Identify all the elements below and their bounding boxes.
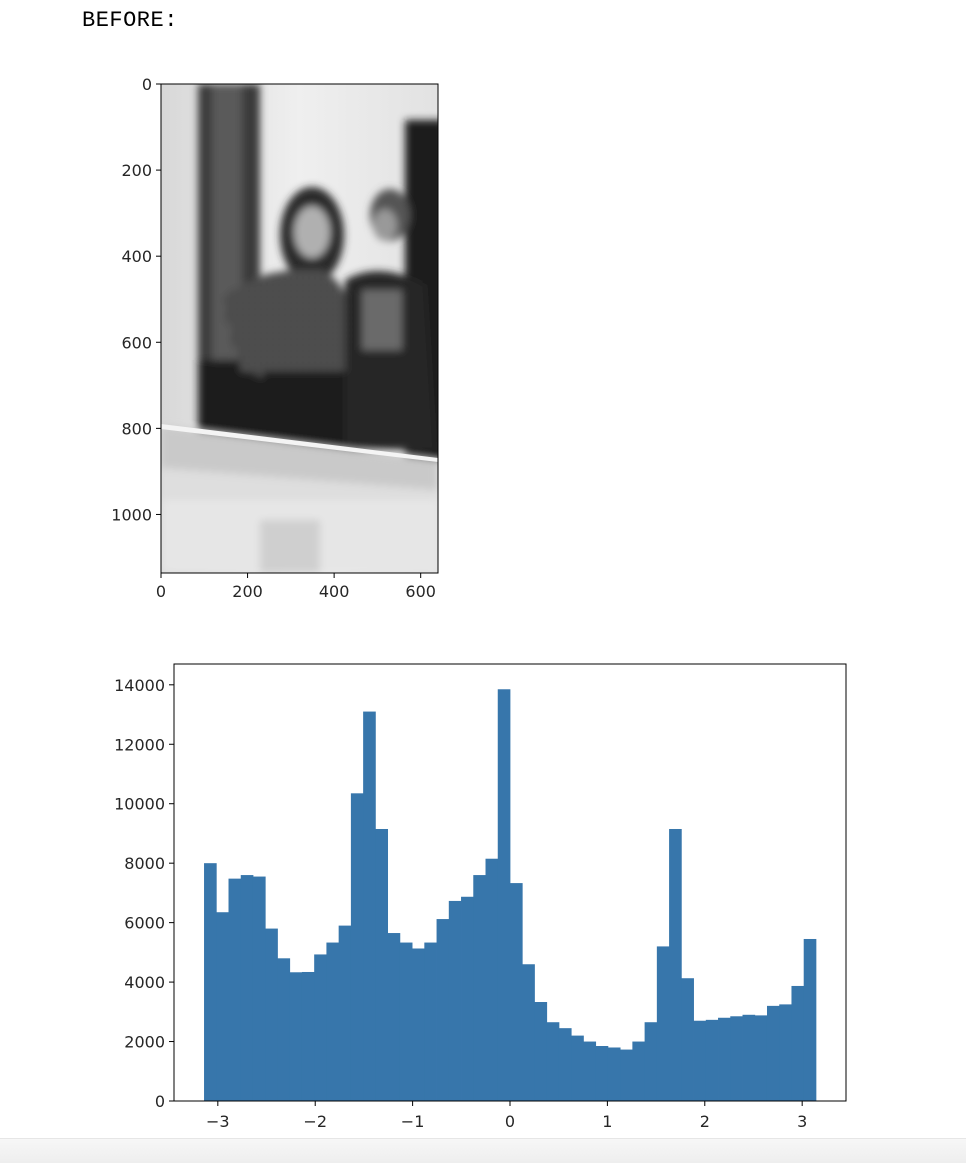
histogram-bar	[277, 958, 291, 1101]
histogram-bar	[387, 933, 401, 1101]
hist-x-tick-label: 2	[700, 1112, 710, 1131]
histogram-bar	[522, 964, 535, 1101]
hist-x-tick-label: −2	[303, 1112, 327, 1131]
histogram-bar	[730, 1016, 743, 1101]
histogram-bar	[424, 942, 437, 1101]
histogram-bar	[705, 1019, 719, 1101]
histogram-bar	[350, 793, 364, 1101]
histogram-bar	[693, 1020, 707, 1101]
histogram-bar	[754, 1015, 768, 1101]
hist-y-tick-label: 10000	[114, 795, 165, 814]
image-x-tick-label: 200	[232, 582, 263, 601]
histogram-bars	[204, 689, 817, 1101]
histogram-bar	[656, 946, 670, 1101]
histogram-bar	[803, 938, 817, 1101]
image-y-tick-label: 600	[121, 333, 152, 352]
image-y-tick-label: 200	[121, 161, 152, 180]
histogram-bar	[326, 942, 340, 1101]
hist-y-tick-label: 0	[155, 1092, 165, 1111]
histogram-bar	[363, 711, 376, 1101]
histogram-bar	[583, 1041, 597, 1101]
page-heading: BEFORE:	[82, 8, 178, 33]
histogram-bar	[669, 828, 682, 1101]
hist-y-tick-label: 2000	[124, 1033, 165, 1052]
histogram-bar	[718, 1017, 731, 1101]
histogram-bar	[204, 863, 217, 1101]
histogram-bar	[399, 942, 413, 1101]
image-y-tick-label: 0	[142, 75, 152, 94]
hist-y-tick-label: 8000	[124, 854, 165, 873]
hist-x-tick-label: 0	[505, 1112, 515, 1131]
histogram-bar	[620, 1049, 633, 1101]
histogram-bar	[216, 912, 229, 1101]
histogram-bar	[644, 1022, 658, 1101]
hist-y-tick-label: 4000	[124, 973, 165, 992]
histogram-bar	[779, 1004, 792, 1101]
histogram-bar	[595, 1046, 609, 1101]
hist-x-tick-label: −3	[206, 1112, 230, 1131]
histogram-bar	[252, 876, 266, 1101]
histogram-bar	[571, 1035, 584, 1101]
histogram-bar	[240, 875, 254, 1101]
histogram-bar	[436, 919, 450, 1101]
histogram-bar	[791, 985, 805, 1101]
histogram-bar	[497, 689, 511, 1101]
histogram-bar	[338, 925, 352, 1101]
hist-y-tick-label: 6000	[124, 914, 165, 933]
hist-y-tick-label: 12000	[114, 735, 165, 754]
histogram-bar	[301, 971, 315, 1101]
histogram-bar	[375, 828, 389, 1101]
image-y-tick-label: 800	[121, 419, 152, 438]
histogram-bar	[681, 978, 694, 1101]
hist-x-tick-label: −1	[401, 1112, 425, 1131]
histogram-bar	[265, 928, 278, 1101]
histogram-bar	[607, 1047, 621, 1101]
histogram-bar	[473, 875, 486, 1101]
photo-image	[161, 84, 438, 573]
histogram-bar	[534, 1002, 548, 1101]
histogram-bar	[289, 972, 303, 1101]
histogram-bar	[546, 1022, 560, 1101]
hist-x-tick-label: 3	[797, 1112, 807, 1131]
histogram-bar	[448, 900, 462, 1101]
histogram-bar	[632, 1041, 646, 1101]
status-bar	[0, 1138, 966, 1163]
histogram-bar	[509, 883, 523, 1101]
hist-y-tick-label: 14000	[114, 676, 165, 695]
image-y-tick-label: 400	[121, 247, 152, 266]
image-y-tick-label: 1000	[111, 505, 152, 524]
histogram-bar	[742, 1014, 756, 1101]
hist-x-tick-label: 1	[602, 1112, 612, 1131]
histogram-bar	[314, 954, 327, 1101]
histogram-bar	[558, 1028, 572, 1101]
histogram-bar	[412, 948, 425, 1101]
image-x-tick-label: 600	[405, 582, 436, 601]
image-x-tick-label: 400	[319, 582, 350, 601]
image-plot: 0 200 400 600 0 200 400 600 800 1000	[111, 75, 439, 601]
histogram-bar	[485, 858, 499, 1101]
histogram-bar	[461, 896, 474, 1101]
histogram-bar	[228, 878, 242, 1101]
image-frame	[160, 83, 439, 574]
image-x-tick-label: 0	[156, 582, 166, 601]
histogram-bar	[766, 1005, 780, 1101]
